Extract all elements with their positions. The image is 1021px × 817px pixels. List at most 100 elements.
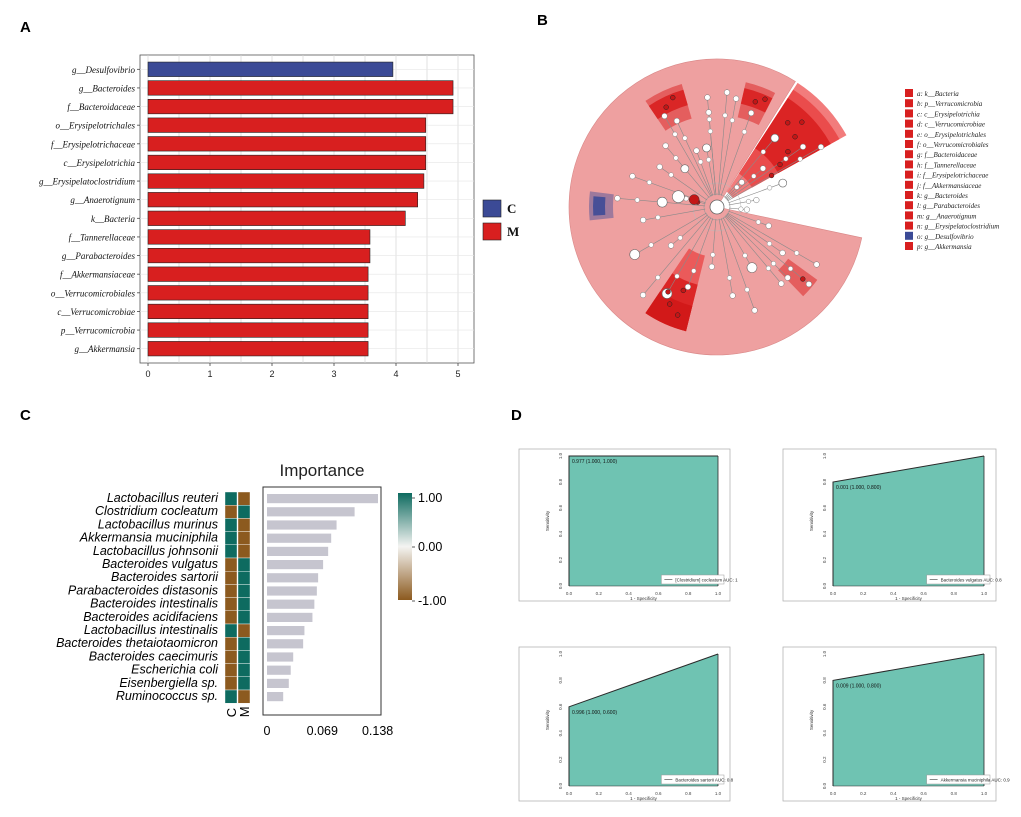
- panel-a-category-label: c__Verrucomicrobiae: [57, 307, 135, 317]
- cladogram-legend-swatch: [905, 89, 913, 97]
- panel-c-heatmap-cell-m: [237, 557, 251, 572]
- roc-x-tick-label: 1.0: [981, 591, 988, 596]
- cladogram-branch: [642, 215, 710, 296]
- panel-c-heatmap-cell-c: [224, 597, 238, 611]
- panel-c-bar: [267, 586, 317, 596]
- cladogram-legend-text: a: k__Bacteria: [917, 90, 959, 98]
- panel-a-category-label: f__Erysipelotrichaceae: [51, 139, 135, 149]
- panel-a-bar: [147, 98, 454, 115]
- panel-c-heatmap-cell-m: [237, 531, 251, 545]
- panel-c-bar: [267, 546, 329, 556]
- roc-y-axis-label: Sensitivity: [545, 510, 550, 531]
- panel-c-x-tick-label: 0.069: [307, 724, 338, 738]
- roc-x-axis-label: 1 - Specificity: [630, 796, 658, 801]
- cladogram-node: [794, 250, 800, 256]
- cladogram-node: [742, 252, 748, 259]
- roc-x-tick-label: 0.8: [685, 791, 692, 796]
- cladogram-node: [673, 117, 680, 124]
- panel-c-species-label: Bacteroides thetaiotaomicron: [56, 636, 218, 650]
- panel-c-heatmap-cell-c: [224, 650, 238, 664]
- cladogram-legend-text: o: g__Desulfovibrio: [917, 233, 974, 241]
- cladogram-node: [662, 142, 669, 149]
- cladogram-legend-swatch: [905, 242, 913, 250]
- panel-c-heatmap-cell-c: [224, 637, 238, 651]
- cladogram-legend-swatch: [905, 99, 913, 108]
- roc-y-tick-label: 1.0: [558, 650, 563, 657]
- cladogram-clade-sector: [645, 291, 693, 332]
- cladogram-node: [648, 242, 654, 248]
- cladogram-branch: [720, 218, 755, 311]
- panel-a-category-label: f__Akkermansiaceae: [60, 270, 135, 280]
- panel-a-category-label: g__Bacteroides: [79, 83, 136, 93]
- cladogram-node: [729, 292, 736, 299]
- cladogram-branch: [725, 215, 788, 278]
- cladogram-node: [729, 117, 735, 123]
- panel-c-heatmap-cell-m: [237, 689, 251, 704]
- cladogram-node: [748, 109, 755, 117]
- panel-a-bar: [147, 210, 406, 226]
- cladogram-branch: [727, 212, 817, 265]
- panel-c-heatmap-cell-c: [224, 505, 238, 519]
- cladogram-node-large: [656, 196, 668, 208]
- cladogram-branch: [728, 210, 769, 227]
- cladogram-legend-text: n: g__Erysipelatoclostridium: [917, 223, 999, 231]
- panel-a-category-label: g__Desulfovibrio: [72, 65, 135, 75]
- cladogram-node: [751, 173, 757, 179]
- roc-y-tick-label: 0.8: [558, 677, 563, 684]
- panel-a-bars: [147, 61, 454, 357]
- roc-x-tick-label: 1.0: [981, 791, 988, 796]
- panel-c-bar: [267, 639, 304, 649]
- cladogram-branch: [670, 214, 709, 246]
- panel-a-x-tick-label: 3: [331, 369, 336, 379]
- cladogram-node-significant: [670, 94, 676, 101]
- panel-c-heatmap-cell-c: [224, 689, 238, 704]
- roc-auc-area: [833, 654, 984, 786]
- panel-c-bars: [267, 494, 378, 702]
- cladogram-node-significant: [675, 312, 681, 318]
- cladogram-legend-swatch: [905, 109, 913, 118]
- cladogram-node: [682, 135, 688, 141]
- panel-a-bar: [147, 285, 369, 301]
- cladogram-branch: [725, 168, 764, 200]
- cladogram-branch: [728, 199, 757, 206]
- cladogram-node: [743, 206, 750, 213]
- panel-label-c: C: [20, 407, 31, 424]
- cladogram-node: [698, 159, 704, 165]
- cladogram-node: [771, 261, 777, 267]
- roc-x-tick-label: 0.6: [920, 591, 927, 596]
- cladogram-node: [787, 266, 794, 272]
- roc-x-tick-label: 0.0: [566, 791, 573, 796]
- cladogram-node: [753, 197, 760, 204]
- roc-x-tick-label: 0.0: [830, 591, 837, 596]
- panel-c-species-label: Bacteroides vulgatus: [102, 557, 218, 571]
- panel-c-colorbar-label: 0.00: [418, 540, 442, 554]
- panel-a-bar: [147, 266, 369, 282]
- panel-a-bar: [147, 341, 369, 357]
- panel-a-bar: [147, 247, 371, 264]
- cladogram-node: [640, 216, 647, 224]
- cladogram-legend-text: g: f__Bacteroidaceae: [917, 151, 977, 159]
- roc-y-tick-label: 0.8: [558, 478, 563, 485]
- panel-c-bar: [267, 520, 337, 530]
- panel-a-category-label: g__Akkermansia: [75, 344, 136, 354]
- cladogram-node-large: [770, 133, 780, 143]
- panel-a-category-label: g__Parabacteroides: [62, 251, 136, 261]
- panel-c-species-label: Parabacteroides distasonis: [68, 583, 218, 597]
- roc-y-tick-label: 0.4: [558, 530, 563, 537]
- cladogram-legend-swatch: [905, 170, 913, 179]
- cladogram-node: [707, 128, 713, 134]
- roc-y-tick-label: 0.2: [558, 756, 563, 763]
- cladogram-node: [817, 143, 824, 151]
- panel-a-bar: [147, 80, 454, 96]
- cladogram-node-significant: [777, 161, 783, 168]
- panel-a-x-tick-label: 4: [393, 369, 398, 379]
- panel-c-heatmap-cell-c: [224, 663, 238, 677]
- panel-c-bar: [267, 652, 294, 662]
- panel-c-bar: [267, 678, 289, 688]
- cladogram-node: [672, 131, 678, 137]
- cladogram-branch: [666, 217, 712, 294]
- panel-c-heatmap-cell-c: [224, 544, 238, 559]
- cladogram-node-significant: [667, 301, 673, 307]
- cladogram-clade-sector: [589, 191, 614, 221]
- cladogram-node: [733, 95, 740, 102]
